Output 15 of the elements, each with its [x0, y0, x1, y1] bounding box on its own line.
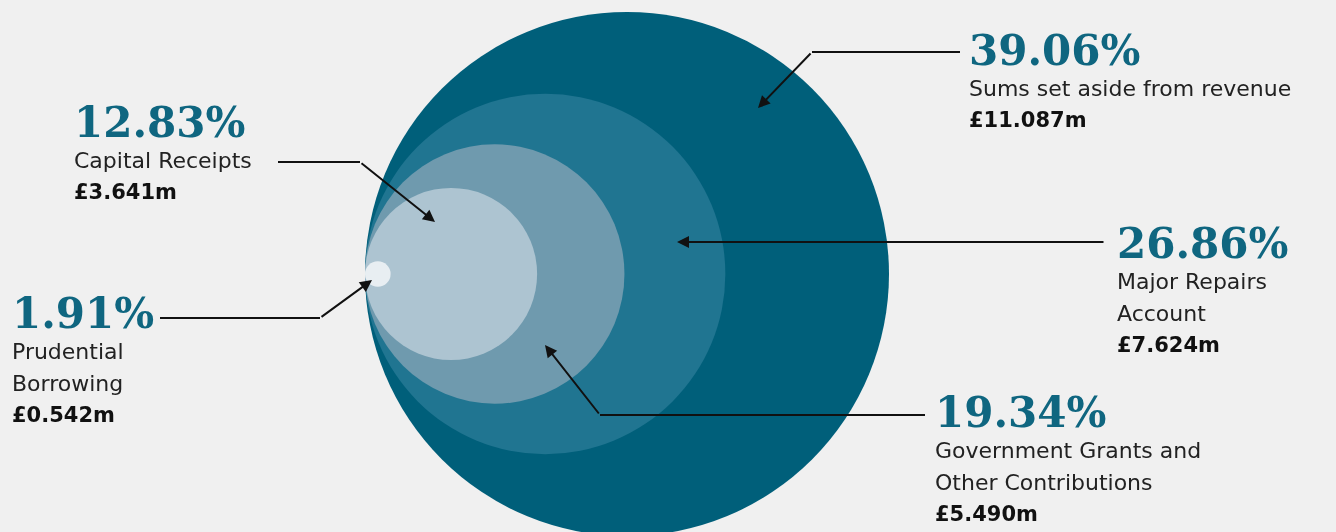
- text: £7.624m: [1117, 333, 1220, 357]
- category-label: Capital Receipts: [74, 148, 252, 173]
- data-label: 26.86%: [1117, 219, 1289, 268]
- text: £3.641m: [74, 180, 177, 204]
- category-label: Major Repairs Account: [1117, 269, 1267, 326]
- category-label: Government Grants and Other Contributions: [935, 438, 1202, 495]
- category-label: Sums set aside from revenue: [969, 76, 1292, 101]
- data-label: 1.91%: [12, 289, 155, 338]
- data-label: 39.06%: [969, 26, 1141, 75]
- data-label: 12.83%: [74, 98, 246, 147]
- text: £0.542m: [12, 403, 115, 427]
- data-label: 19.34%: [935, 388, 1107, 437]
- text: £11.087m: [969, 108, 1087, 132]
- category-label: Prudential Borrowing: [12, 339, 124, 396]
- text: £5.490m: [935, 502, 1038, 526]
